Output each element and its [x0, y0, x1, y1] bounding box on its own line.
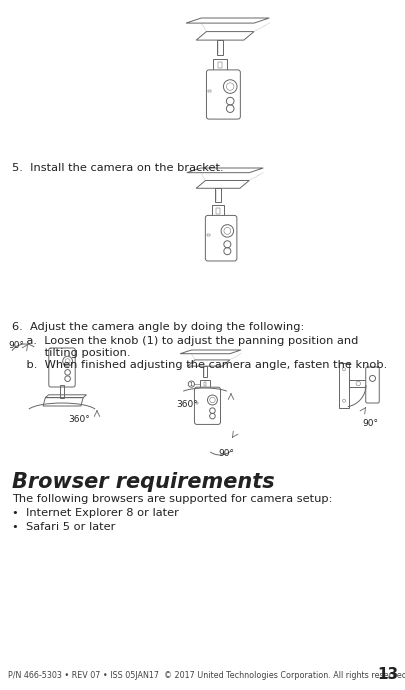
- FancyBboxPatch shape: [205, 215, 237, 261]
- Text: 1: 1: [190, 382, 193, 386]
- Bar: [216, 208, 220, 214]
- Text: •  Safari 5 or later: • Safari 5 or later: [12, 522, 115, 532]
- Text: 90°: 90°: [8, 341, 24, 350]
- Text: 360°: 360°: [68, 415, 90, 424]
- Text: 5.  Install the camera on the bracket.: 5. Install the camera on the bracket.: [12, 163, 224, 173]
- Bar: [207, 234, 210, 236]
- FancyBboxPatch shape: [49, 348, 75, 387]
- Text: 90°: 90°: [362, 419, 378, 428]
- Bar: [339, 362, 349, 408]
- FancyBboxPatch shape: [366, 367, 379, 403]
- Text: P/N 466-5303 • REV 07 • ISS 05JAN17  © 2017 United Technologies Corporation. All: P/N 466-5303 • REV 07 • ISS 05JAN17 © 20…: [8, 671, 405, 680]
- Bar: [215, 188, 221, 202]
- Bar: [196, 402, 198, 404]
- Text: 6.  Adjust the camera angle by doing the following:: 6. Adjust the camera angle by doing the …: [12, 322, 305, 332]
- Bar: [202, 366, 207, 377]
- Text: 360°: 360°: [176, 400, 198, 409]
- Text: b.  When finished adjusting the camera angle, fasten the knob.: b. When finished adjusting the camera an…: [12, 360, 387, 370]
- Bar: [218, 62, 222, 68]
- Text: •  Internet Explorer 8 or later: • Internet Explorer 8 or later: [12, 508, 179, 518]
- Text: Browser requirements: Browser requirements: [12, 472, 275, 492]
- Bar: [203, 382, 207, 386]
- Text: tilting position.: tilting position.: [12, 348, 130, 358]
- Text: 13: 13: [377, 667, 398, 682]
- Bar: [60, 385, 64, 397]
- Text: 90°: 90°: [218, 449, 234, 458]
- Bar: [213, 59, 227, 70]
- Bar: [349, 380, 367, 387]
- Text: The following browsers are supported for camera setup:: The following browsers are supported for…: [12, 494, 333, 504]
- Bar: [217, 40, 224, 55]
- FancyBboxPatch shape: [194, 387, 220, 424]
- Bar: [200, 380, 210, 388]
- Text: a.  Loosen the knob (1) to adjust the panning position and: a. Loosen the knob (1) to adjust the pan…: [12, 336, 358, 346]
- Bar: [208, 90, 211, 92]
- FancyBboxPatch shape: [207, 70, 240, 119]
- Bar: [212, 206, 224, 217]
